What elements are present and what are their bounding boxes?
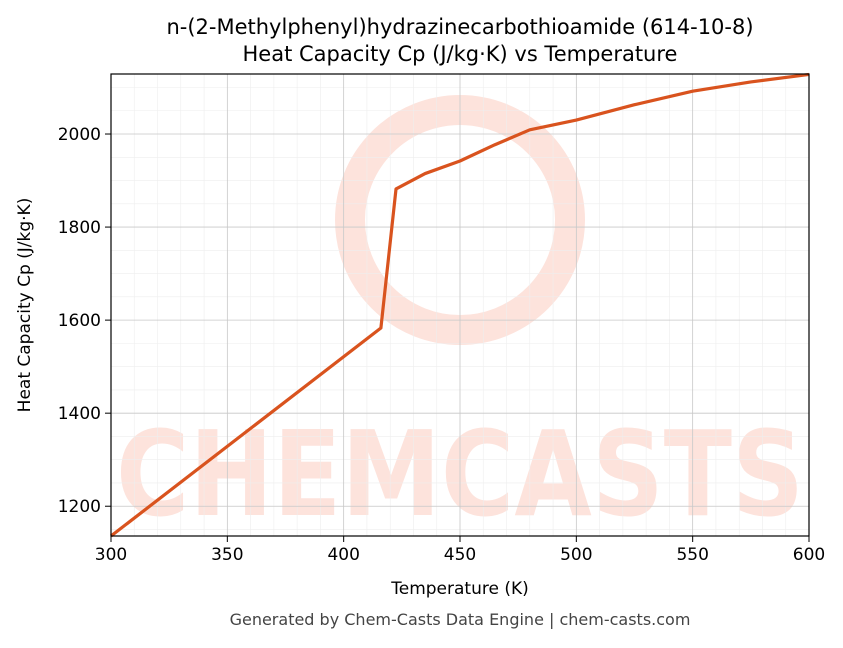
y-tick-label: 1400 — [58, 404, 101, 424]
x-tick-label: 400 — [327, 545, 359, 565]
chart-title: n-(2-Methylphenyl)hydrazinecarbothioamid… — [166, 15, 753, 39]
chart-subtitle: Heat Capacity Cp (J/kg·K) vs Temperature — [243, 42, 678, 66]
x-tick-label: 600 — [793, 545, 825, 565]
x-tick-label: 300 — [95, 545, 127, 565]
x-tick-label: 350 — [211, 545, 243, 565]
y-tick-label: 1600 — [58, 311, 101, 331]
y-tick-label: 1200 — [58, 497, 101, 517]
y-axis-label: Heat Capacity Cp (J/kg·K) — [15, 198, 35, 413]
x-tick-label: 550 — [676, 545, 708, 565]
y-tick-label: 1800 — [58, 218, 101, 238]
x-tick-label: 500 — [560, 545, 592, 565]
data-line — [110, 72, 810, 538]
x-axis-label: Temperature (K) — [390, 579, 529, 599]
footer: Generated by Chem-Casts Data Engine | ch… — [230, 610, 691, 629]
plot-frame — [110, 73, 810, 537]
y-tick-label: 2000 — [58, 125, 101, 145]
x-tick-label: 450 — [444, 545, 476, 565]
